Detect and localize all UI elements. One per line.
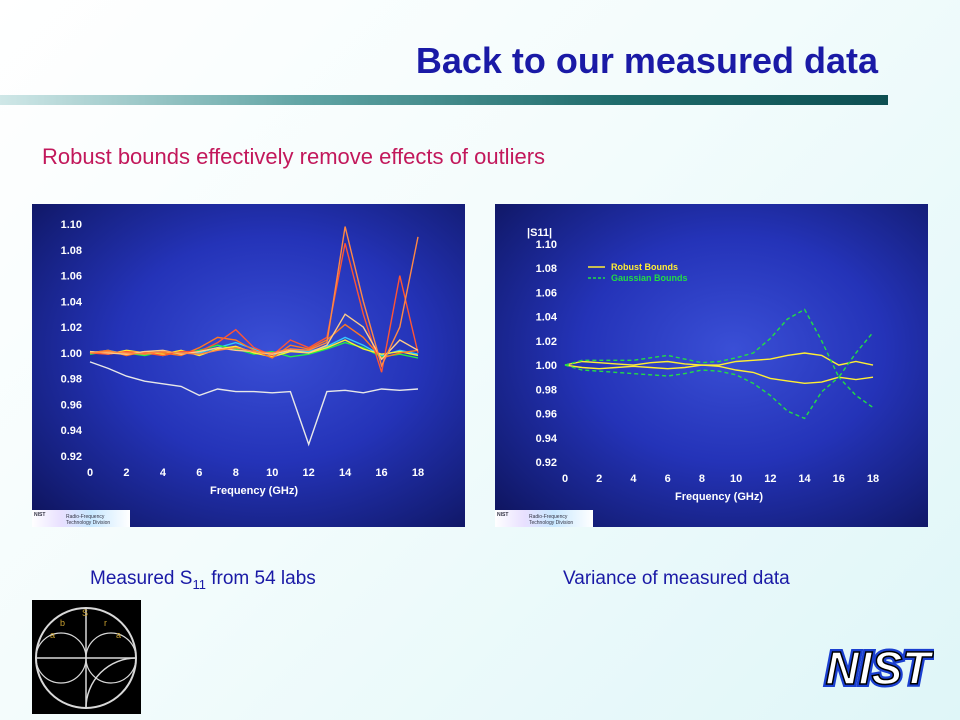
x-tick-label: 8 <box>699 473 705 485</box>
series-line <box>89 341 419 359</box>
series-line <box>564 308 874 379</box>
y-axis-label: |S11| <box>527 227 552 239</box>
y-tick-label: 1.02 <box>61 322 82 334</box>
y-tick-label: 0.92 <box>536 457 557 469</box>
y-tick-label: 1.06 <box>61 271 82 283</box>
caption-left-suffix: from 54 labs <box>205 568 316 589</box>
x-tick-label: 2 <box>596 473 602 485</box>
x-tick-label: 2 <box>123 467 129 479</box>
series-line <box>89 243 419 373</box>
smith-letter-b: b <box>60 618 65 628</box>
y-tick-label: 1.06 <box>536 287 557 299</box>
y-tick-label: 1.02 <box>536 336 557 348</box>
y-tick-label: 1.10 <box>61 219 82 231</box>
y-tick-label: 0.94 <box>61 425 83 437</box>
badge-org: NIST <box>34 512 46 518</box>
y-tick-label: 0.96 <box>536 409 557 421</box>
nist-division-badge-left: NIST Radio-Frequency Technology Division <box>32 510 130 527</box>
legend-label: Robust Bounds <box>611 262 678 272</box>
y-tick-label: 1.04 <box>61 296 83 308</box>
nist-division-badge-right: NIST Radio-Frequency Technology Division <box>495 510 593 527</box>
x-tick-label: 18 <box>412 467 424 479</box>
chart-panel-left: 1.10 1.08 1.06 1.04 1.02 1.00 0.98 0.96 0.94 0.92… <box>32 204 465 527</box>
y-tick-label: 0.98 <box>61 374 82 386</box>
caption-left: Measured S11 from 54 labs <box>90 568 316 592</box>
badge-division: Radio-Frequency Technology Division <box>529 514 574 526</box>
x-tick-label: 10 <box>730 473 742 485</box>
smith-letter-a: a <box>50 630 55 640</box>
x-tick-label: 12 <box>303 467 315 479</box>
y-tick-label: 1.00 <box>61 348 82 360</box>
x-tick-label: 6 <box>665 473 671 485</box>
x-axis-label: Frequency (GHz) <box>675 491 763 503</box>
x-axis-label: Frequency (GHz) <box>210 485 298 497</box>
x-tick-label: 18 <box>867 473 879 485</box>
y-tick-label: 1.08 <box>61 245 82 257</box>
series-line <box>89 226 419 368</box>
smith-letter-s: S <box>82 608 88 618</box>
smith-chart-logo: S b r a a <box>32 600 141 714</box>
series-line <box>564 364 874 385</box>
x-tick-label: 6 <box>196 467 202 479</box>
x-tick-label: 4 <box>160 467 167 479</box>
chart-panel-right: 1.10 1.08 1.06 1.04 1.02 1.00 0.98 0.96 0.94 0.92… <box>495 204 928 527</box>
badge-org: NIST <box>497 512 509 518</box>
y-tick-label: 1.04 <box>536 312 558 324</box>
smith-letter-r: r <box>104 618 107 628</box>
legend-label: Gaussian Bounds <box>611 273 688 283</box>
x-tick-label: 0 <box>562 473 568 485</box>
nist-logo: NIST NIST <box>822 639 938 697</box>
title-divider <box>0 95 888 105</box>
nist-logo-mark: NIST NIST <box>823 639 938 697</box>
y-tick-label: 0.92 <box>61 451 82 463</box>
caption-left-subscript: 11 <box>192 576 206 592</box>
y-tick-label: 0.98 <box>536 384 557 396</box>
y-tick-label: 0.94 <box>536 433 558 445</box>
chart-left-svg: 1.10 1.08 1.06 1.04 1.02 1.00 0.98 0.96 0.94 0.92… <box>61 219 425 497</box>
badge-division: Radio-Frequency Technology Division <box>66 514 111 526</box>
x-tick-label: 4 <box>630 473 637 485</box>
series-line <box>89 361 419 447</box>
caption-right: Variance of measured data <box>563 568 790 589</box>
x-tick-label: 16 <box>833 473 845 485</box>
series-line <box>564 364 874 420</box>
x-tick-label: 0 <box>87 467 93 479</box>
nist-logo-outline: NIST <box>826 642 934 690</box>
y-tick-label: 0.96 <box>61 399 82 411</box>
smith-chart-icon: S b r a a <box>35 607 137 709</box>
nist-logo-text: NIST <box>826 642 934 690</box>
x-tick-label: 16 <box>375 467 387 479</box>
x-tick-label: 14 <box>798 473 811 485</box>
x-tick-label: 10 <box>266 467 278 479</box>
slide-subtitle: Robust bounds effectively remove effects… <box>42 144 546 169</box>
series-line <box>564 352 874 366</box>
y-tick-label: 1.10 <box>536 239 557 251</box>
y-tick-label: 1.00 <box>536 360 557 372</box>
slide-title: Back to our measured data <box>415 40 878 81</box>
x-tick-label: 8 <box>233 467 239 479</box>
chart-right-svg: 1.10 1.08 1.06 1.04 1.02 1.00 0.98 0.96 0.94 0.92… <box>527 227 879 503</box>
x-tick-label: 12 <box>764 473 776 485</box>
caption-left-prefix: Measured S <box>90 568 193 589</box>
x-tick-label: 14 <box>339 467 352 479</box>
smith-letter-a2: a <box>116 630 121 640</box>
y-tick-label: 1.08 <box>536 263 557 275</box>
